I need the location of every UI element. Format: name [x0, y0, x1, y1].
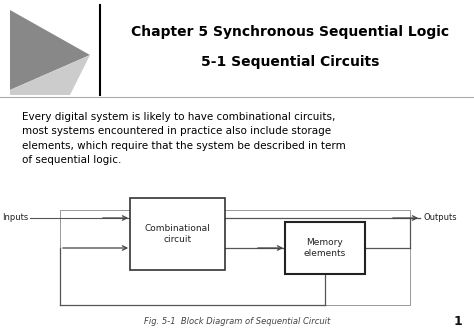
- Polygon shape: [10, 55, 90, 95]
- Text: Combinational
circuit: Combinational circuit: [145, 224, 210, 244]
- Text: Fig. 5-1  Block Diagram of Sequential Circuit: Fig. 5-1 Block Diagram of Sequential Cir…: [144, 318, 330, 327]
- Text: Memory
elements: Memory elements: [304, 238, 346, 258]
- Text: 5-1 Sequential Circuits: 5-1 Sequential Circuits: [201, 55, 379, 69]
- Bar: [130, 198, 225, 270]
- Bar: [285, 222, 365, 274]
- Text: Outputs: Outputs: [424, 213, 457, 222]
- Text: 1: 1: [453, 315, 462, 328]
- Text: Every digital system is likely to have combinational circuits,
most systems enco: Every digital system is likely to have c…: [22, 112, 346, 165]
- Bar: [60, 210, 410, 305]
- Text: Inputs: Inputs: [2, 213, 28, 222]
- Text: Chapter 5 Synchronous Sequential Logic: Chapter 5 Synchronous Sequential Logic: [131, 25, 449, 39]
- Polygon shape: [10, 10, 90, 90]
